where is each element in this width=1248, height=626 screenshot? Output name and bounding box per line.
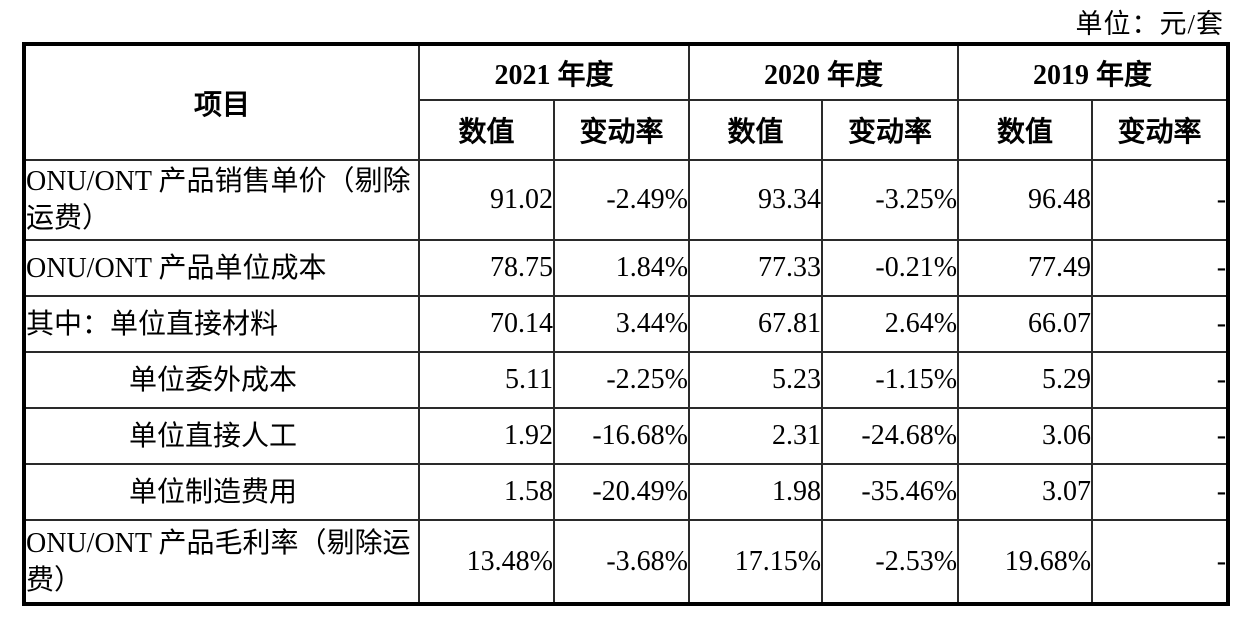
cell-2020-value: 2.31 xyxy=(688,407,824,465)
cell-2021-value: 1.58 xyxy=(418,463,555,521)
cell-2021-value: 70.14 xyxy=(418,295,555,353)
row-label: 其中：单位直接材料 xyxy=(23,295,420,353)
subheader-2019-change: 变动率 xyxy=(1091,99,1230,161)
header-row-subcolumns: 数值 变动率 数值 变动率 数值 变动率 xyxy=(24,99,1230,161)
row-label: 单位直接人工 xyxy=(23,407,420,465)
unit-cost-price-table: 项目 2021 年度 2020 年度 2019 年度 数值 变动率 数值 变动率… xyxy=(22,42,1231,606)
cell-2019-value: 3.07 xyxy=(957,463,1094,521)
cell-2020-change: -1.15% xyxy=(821,351,960,409)
row-label: 单位委外成本 xyxy=(23,351,420,409)
cell-2021-change: 3.44% xyxy=(552,295,691,353)
column-header-2020: 2020 年度 xyxy=(688,43,960,101)
column-header-2019: 2019 年度 xyxy=(957,43,1230,101)
header-row-years: 项目 2021 年度 2020 年度 2019 年度 xyxy=(23,43,1230,161)
cell-2021-value: 78.75 xyxy=(418,239,555,297)
row-label: ONU/ONT 产品毛利率（剔除运费） xyxy=(23,519,420,605)
cell-2021-value: 91.02 xyxy=(418,159,555,241)
cell-2021-change: -2.25% xyxy=(552,351,691,409)
cell-2020-value: 77.33 xyxy=(688,239,824,297)
row-label: 单位制造费用 xyxy=(23,463,420,521)
table-row-gross-margin: ONU/ONT 产品毛利率（剔除运费） 13.48% -3.68% 17.15%… xyxy=(23,519,1230,605)
cell-2021-change: -20.49% xyxy=(552,463,691,521)
column-header-2021: 2021 年度 xyxy=(417,43,691,101)
subheader-2020-change: 变动率 xyxy=(821,99,960,161)
cell-2019-change: - xyxy=(1091,239,1230,297)
table-row-direct-labor: 单位直接人工 1.92 -16.68% 2.31 -24.68% 3.06 - xyxy=(23,407,1230,465)
cell-2021-value: 13.48% xyxy=(418,519,555,605)
table-row-manufacturing-overhead: 单位制造费用 1.58 -20.49% 1.98 -35.46% 3.07 - xyxy=(23,463,1230,521)
column-header-item: 项目 xyxy=(23,43,420,161)
cell-2021-change: 1.84% xyxy=(552,239,691,297)
cell-2019-value: 77.49 xyxy=(957,239,1094,297)
cell-2019-value: 5.29 xyxy=(957,351,1094,409)
cell-2021-value: 5.11 xyxy=(418,351,555,409)
row-label: ONU/ONT 产品单位成本 xyxy=(23,239,420,297)
cell-2020-value: 5.23 xyxy=(688,351,824,409)
cell-2019-value: 19.68% xyxy=(957,519,1094,605)
cell-2021-change: -16.68% xyxy=(552,407,691,465)
cell-2019-change: - xyxy=(1091,407,1230,465)
cell-2019-change: - xyxy=(1091,295,1230,353)
cell-2021-change: -2.49% xyxy=(552,159,691,241)
cell-2019-change: - xyxy=(1091,463,1230,521)
cell-2019-value: 66.07 xyxy=(957,295,1094,353)
cell-2020-value: 93.34 xyxy=(688,159,824,241)
cell-2020-value: 67.81 xyxy=(688,295,824,353)
cell-2019-change: - xyxy=(1091,519,1230,605)
cell-2019-value: 3.06 xyxy=(957,407,1094,465)
cell-2020-change: -0.21% xyxy=(821,239,960,297)
cell-2020-change: 2.64% xyxy=(821,295,960,353)
row-label: ONU/ONT 产品销售单价（剔除运费） xyxy=(23,159,420,241)
table-row-outsourcing-cost: 单位委外成本 5.11 -2.25% 5.23 -1.15% 5.29 - xyxy=(23,351,1230,409)
subheader-2021-value: 数值 xyxy=(418,99,555,161)
cell-2019-change: - xyxy=(1091,351,1230,409)
subheader-2020-value: 数值 xyxy=(688,99,824,161)
cell-2020-value: 17.15% xyxy=(688,519,824,605)
subheader-2019-value: 数值 xyxy=(957,99,1094,161)
table-row-direct-material: 其中：单位直接材料 70.14 3.44% 67.81 2.64% 66.07 … xyxy=(23,295,1230,353)
unit-note: 单位：元/套 xyxy=(1075,9,1224,39)
cell-2020-change: -2.53% xyxy=(821,519,960,605)
cell-2020-change: -3.25% xyxy=(821,159,960,241)
cell-2020-value: 1.98 xyxy=(688,463,824,521)
cell-2021-change: -3.68% xyxy=(552,519,691,605)
subheader-2021-change: 变动率 xyxy=(552,99,691,161)
cell-2019-change: - xyxy=(1091,159,1230,241)
table-row-unit-cost: ONU/ONT 产品单位成本 78.75 1.84% 77.33 -0.21% … xyxy=(23,239,1230,297)
cell-2019-value: 96.48 xyxy=(957,159,1094,241)
cell-2021-value: 1.92 xyxy=(418,407,555,465)
table-row-sale-unit-price: ONU/ONT 产品销售单价（剔除运费） 91.02 -2.49% 93.34 … xyxy=(23,159,1230,241)
cell-2020-change: -24.68% xyxy=(821,407,960,465)
cell-2020-change: -35.46% xyxy=(821,463,960,521)
